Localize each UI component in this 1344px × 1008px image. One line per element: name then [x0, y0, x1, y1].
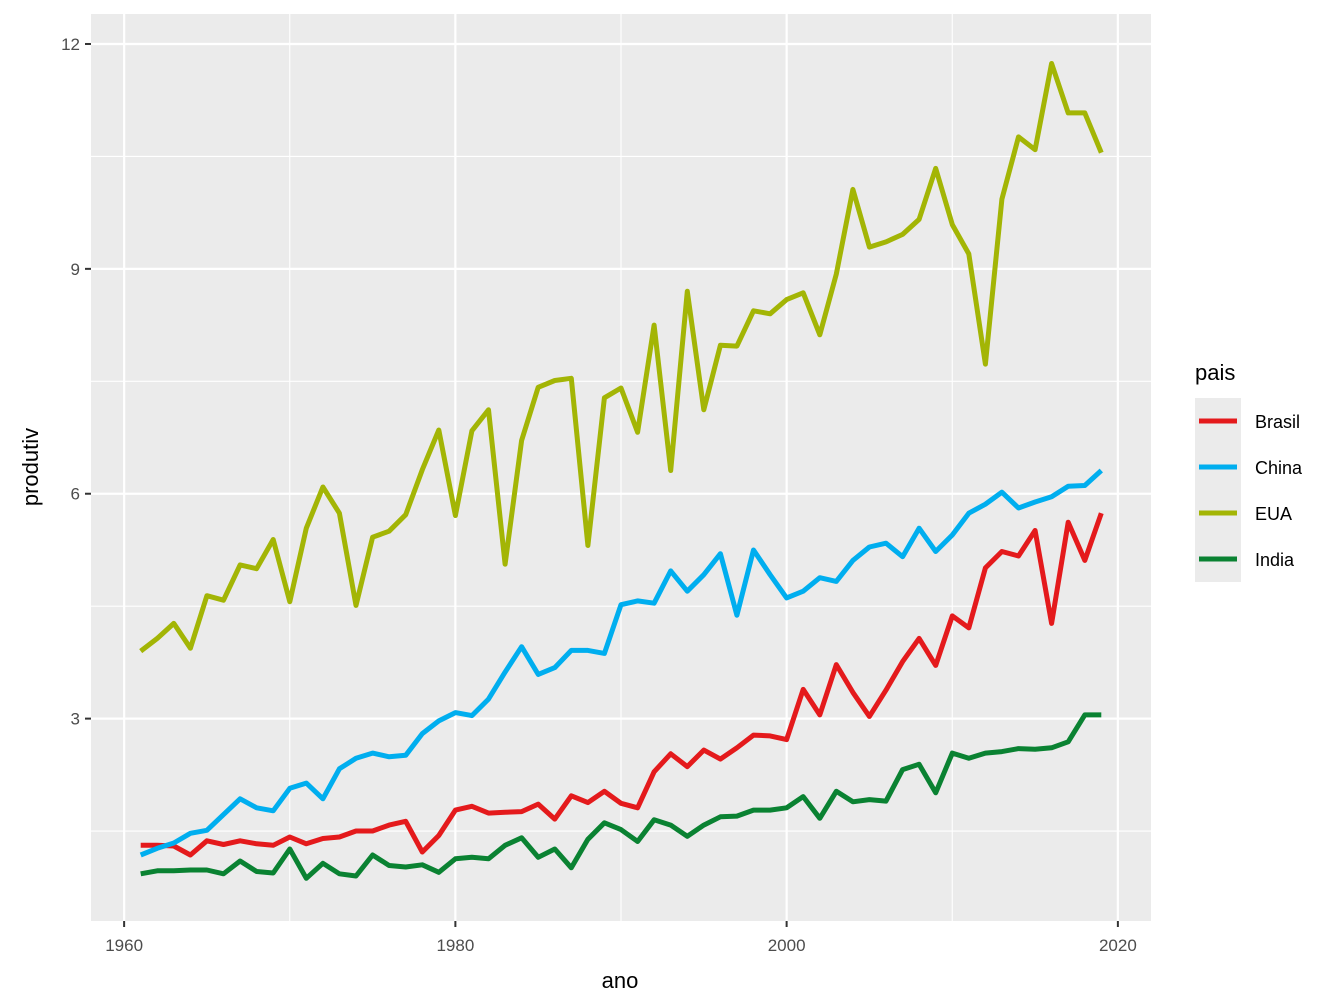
legend-label-india: India	[1255, 550, 1295, 570]
y-axis-title: produtiv	[18, 428, 43, 506]
series-line-china	[139, 468, 1103, 858]
legend-label-eua: EUA	[1255, 504, 1292, 524]
y-tick-label: 3	[71, 710, 80, 729]
x-axis-ticks: 1960 1980 2000 2020	[105, 921, 1137, 955]
series-lines	[139, 61, 1104, 881]
x-tick-label: 2020	[1099, 936, 1137, 955]
series-line-eua	[139, 61, 1104, 654]
minor-gridlines	[91, 14, 1151, 921]
legend-key-background	[1195, 398, 1241, 582]
legend-title: pais	[1195, 360, 1235, 385]
legend: pais Brasil China EUA India	[1195, 360, 1303, 582]
x-tick-label: 2000	[768, 936, 806, 955]
legend-items: Brasil China EUA India	[1199, 412, 1303, 570]
x-axis-title: ano	[602, 968, 639, 993]
y-tick-label: 6	[71, 485, 80, 504]
series-line-brasil	[140, 512, 1104, 858]
legend-label-china: China	[1255, 458, 1303, 478]
x-tick-label: 1960	[105, 936, 143, 955]
series-line-india	[140, 712, 1102, 881]
y-axis-ticks: 3 6 9 12	[61, 35, 91, 729]
legend-label-brasil: Brasil	[1255, 412, 1300, 432]
y-tick-label: 9	[71, 260, 80, 279]
major-gridlines	[91, 14, 1151, 921]
y-tick-label: 12	[61, 35, 80, 54]
x-tick-label: 1980	[436, 936, 474, 955]
